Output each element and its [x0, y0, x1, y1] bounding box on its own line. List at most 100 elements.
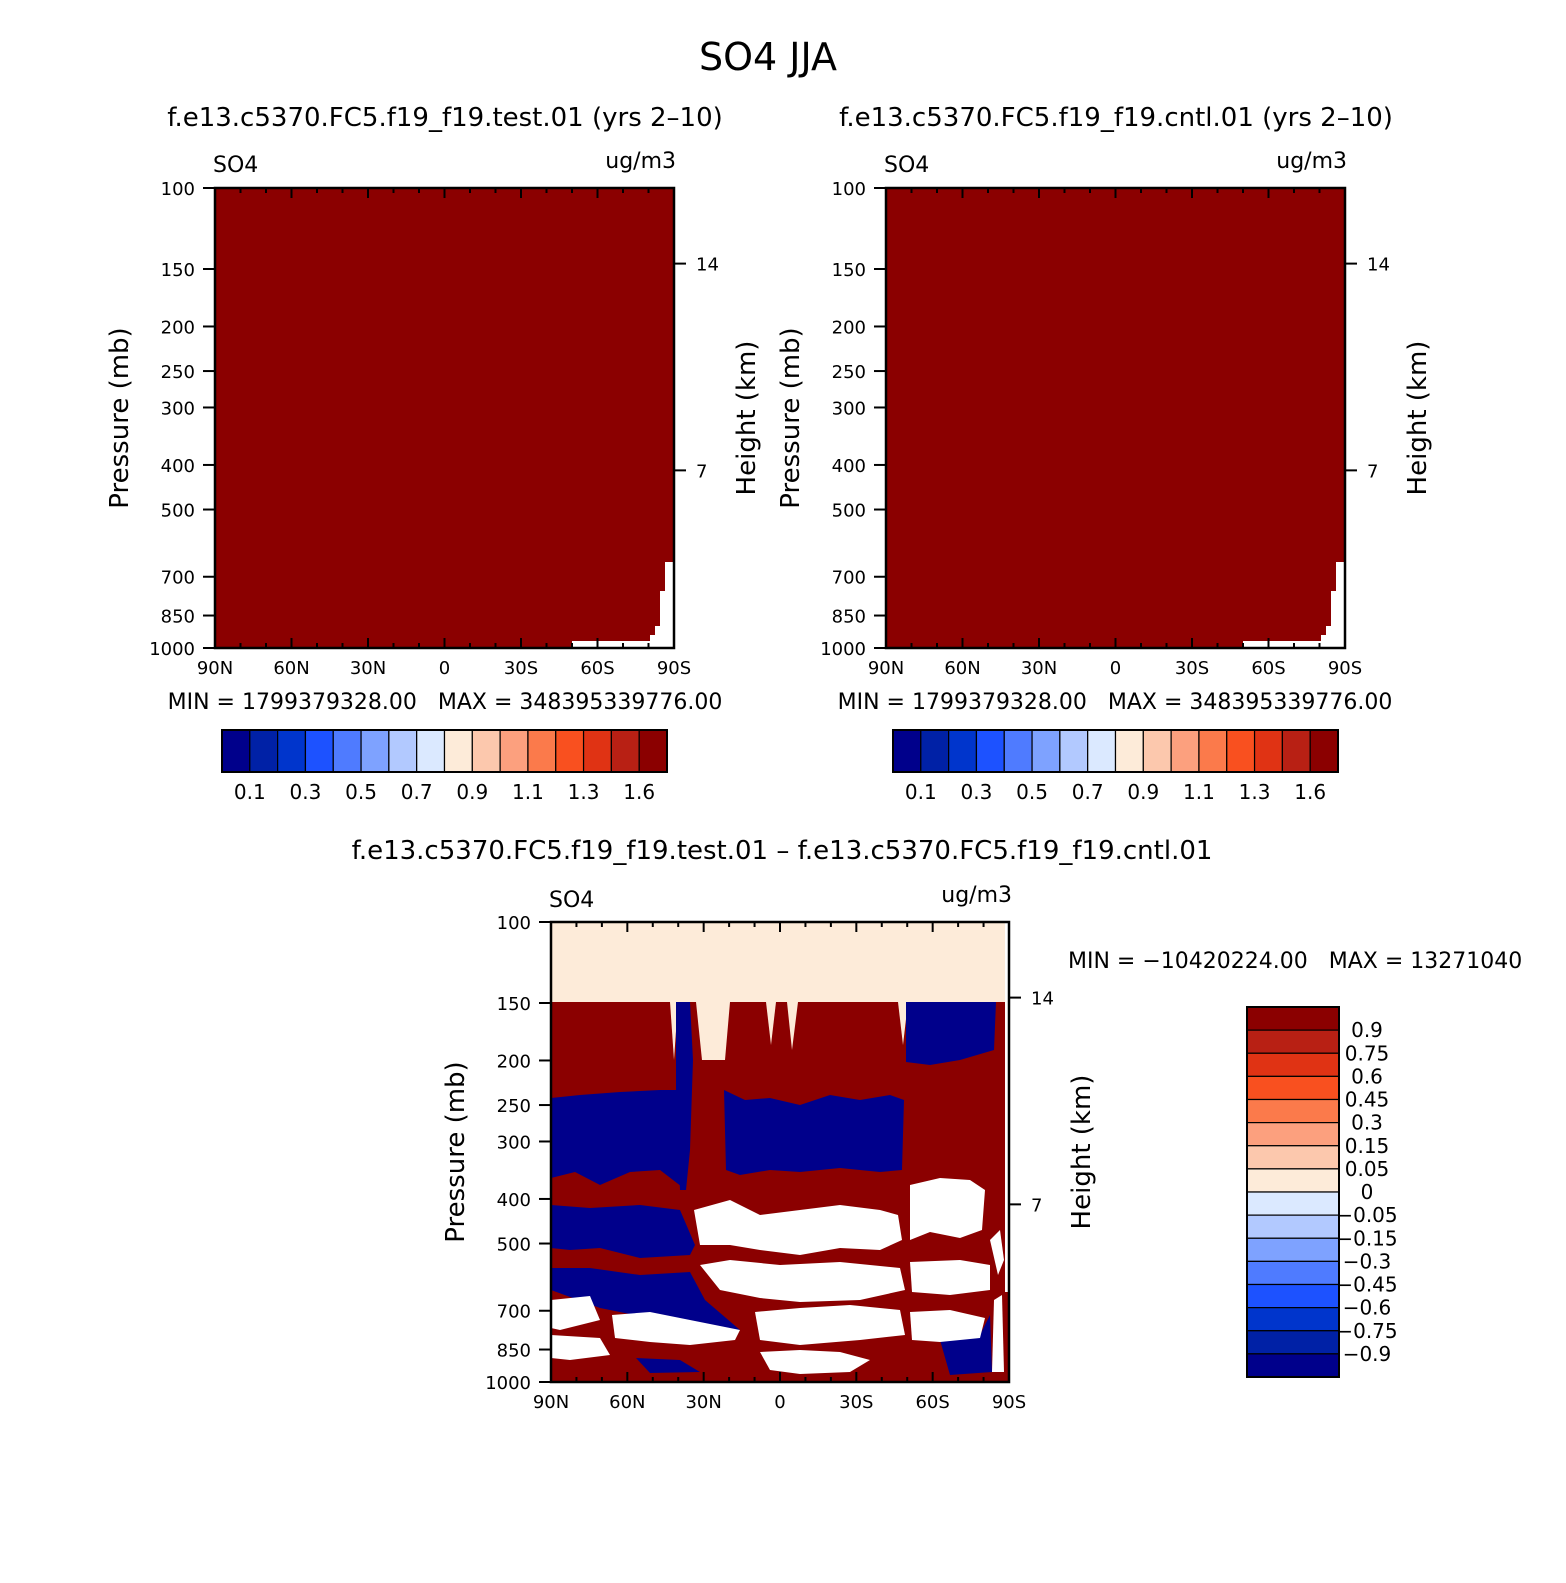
missing-data-region — [694, 1200, 902, 1255]
colorbar-box — [388, 729, 418, 773]
colorbar-label: −0.05 — [1336, 1203, 1397, 1227]
colorbar-label: 0.3 — [1351, 1111, 1383, 1135]
panel-control: f.e13.c5370.FC5.f19_f19.cntl.01 (yrs 2–1… — [776, 103, 1433, 804]
missing-data-region — [755, 1305, 905, 1345]
right-axis-label: Height (km) — [732, 341, 762, 496]
missing-data-region — [572, 562, 674, 648]
x-tick-label: 0 — [774, 1392, 785, 1413]
colorbar-box — [1246, 1029, 1340, 1054]
missing-data-region — [612, 1312, 740, 1345]
band-near-zero — [551, 922, 1006, 1002]
panel-title: f.e13.c5370.FC5.f19_f19.test.01 (yrs 2–1… — [167, 103, 723, 133]
missing-data-region — [992, 1295, 1004, 1372]
plot-field — [886, 188, 1345, 648]
band-near-zero — [898, 1002, 908, 1045]
y-tick-label: 250 — [161, 362, 195, 383]
y-tick-label: 1000 — [485, 1373, 531, 1394]
x-tick-label: 90N — [197, 658, 233, 679]
x-tick-label: 90S — [1328, 658, 1362, 679]
missing-data-region — [910, 1178, 985, 1240]
missing-data-region — [1243, 562, 1345, 648]
band-negative — [724, 1090, 904, 1175]
colorbar-box — [1246, 1260, 1340, 1286]
colorbar-box — [975, 729, 1005, 773]
y-tick-label: 250 — [497, 1096, 531, 1117]
band-near-zero — [696, 1002, 730, 1060]
plot-field — [215, 188, 674, 648]
colorbar-box — [610, 729, 640, 773]
x-axis-ticks: 90N 60N 30N 0 30S 60S 90S — [533, 922, 1026, 1413]
colorbar-label: 0.45 — [1345, 1088, 1390, 1112]
colorbar-label: 0.7 — [401, 780, 433, 804]
plot-frame — [549, 920, 1011, 1384]
y-tick-label: 500 — [161, 501, 195, 522]
x-tick-label: 60S — [580, 658, 614, 679]
panel-title: f.e13.c5370.FC5.f19_f19.cntl.01 (yrs 2–1… — [839, 103, 1393, 133]
y-tick-label: 700 — [161, 568, 195, 589]
colorbar-box — [1226, 729, 1256, 773]
colorbar-box — [1142, 729, 1172, 773]
colorbar-labels: 0.1 0.3 0.5 0.7 0.9 1.1 1.3 1.6 — [234, 780, 655, 804]
y-tick-label: 700 — [497, 1302, 531, 1323]
y-tick-label: 850 — [497, 1341, 531, 1362]
x-tick-label: 60N — [273, 658, 309, 679]
y-tick-label: 150 — [832, 260, 866, 281]
colorbar-label: −0.6 — [1343, 1296, 1392, 1320]
band-negative — [636, 1358, 700, 1373]
colorbar-label: 1.6 — [623, 780, 655, 804]
colorbar-label: −0.3 — [1343, 1249, 1392, 1273]
band-negative — [551, 1090, 686, 1190]
band-negative — [940, 1315, 992, 1375]
y-tick-label: 1000 — [149, 639, 195, 660]
missing-data-region — [1005, 922, 1009, 1292]
colorbar-box — [1246, 1214, 1340, 1239]
y-axis-label: Pressure (mb) — [105, 327, 135, 508]
right-axis-ticks: 14 7 — [1345, 255, 1390, 482]
x-tick-label: 60S — [915, 1392, 949, 1413]
colorbar-label: −0.15 — [1336, 1226, 1397, 1250]
colorbar-label: 0.3 — [961, 780, 993, 804]
colorbar-label: 0.6 — [1351, 1064, 1383, 1088]
colorbar-box — [1246, 1075, 1340, 1101]
y-tick-label: 150 — [161, 260, 195, 281]
panel-variable-label: SO4 — [549, 888, 594, 913]
colorbar-box — [499, 729, 529, 773]
y-tick-label: 1000 — [820, 639, 866, 660]
colorbar-box — [1031, 729, 1061, 773]
x-tick-label: 90N — [533, 1392, 569, 1413]
colorbar-box — [1246, 1098, 1340, 1124]
missing-data-region — [910, 1260, 990, 1295]
difference-field — [551, 922, 1009, 1382]
y-tick-label: 100 — [497, 913, 531, 934]
colorbar-label: 0.9 — [1127, 780, 1159, 804]
colorbar — [221, 729, 668, 773]
colorbar-box — [1003, 729, 1033, 773]
x-tick-label: 30N — [1021, 658, 1057, 679]
panel-units-label: ug/m3 — [605, 149, 676, 174]
figure-title: SO4 JJA — [699, 35, 837, 79]
y-tick-label: 200 — [497, 1051, 531, 1072]
y-tick-label: 400 — [832, 456, 866, 477]
colorbar-label: 0.05 — [1345, 1157, 1390, 1181]
colorbar-label: 0.15 — [1345, 1134, 1390, 1158]
x-tick-label: 0 — [1110, 658, 1121, 679]
min-max-text: MIN = 1799379328.00 MAX = 348395339776.0… — [838, 690, 1393, 715]
y-axis-label: Pressure (mb) — [441, 1061, 471, 1242]
band-negative — [551, 1268, 740, 1332]
panel-units-label: ug/m3 — [941, 883, 1012, 908]
colorbar-label: 1.3 — [1239, 780, 1271, 804]
right-axis-ticks: 14 7 — [1009, 989, 1054, 1216]
right-tick-label: 7 — [1367, 461, 1378, 482]
colorbar-label: 0.5 — [345, 780, 377, 804]
colorbar-labels: 0.90.750.60.450.30.150.050−0.05−0.15−0.3… — [1336, 1018, 1397, 1366]
colorbar-label: 0.75 — [1345, 1041, 1390, 1065]
x-tick-label: 90S — [992, 1392, 1026, 1413]
colorbar-label: 0.1 — [234, 780, 266, 804]
x-tick-label: 90N — [868, 658, 904, 679]
colorbar-label: 1.3 — [568, 780, 600, 804]
colorbar-labels: 0.1 0.3 0.5 0.7 0.9 1.1 1.3 1.6 — [905, 780, 1326, 804]
colorbar-box — [1246, 1191, 1340, 1216]
x-tick-label: 90S — [657, 658, 691, 679]
colorbar-box — [1246, 1237, 1340, 1262]
